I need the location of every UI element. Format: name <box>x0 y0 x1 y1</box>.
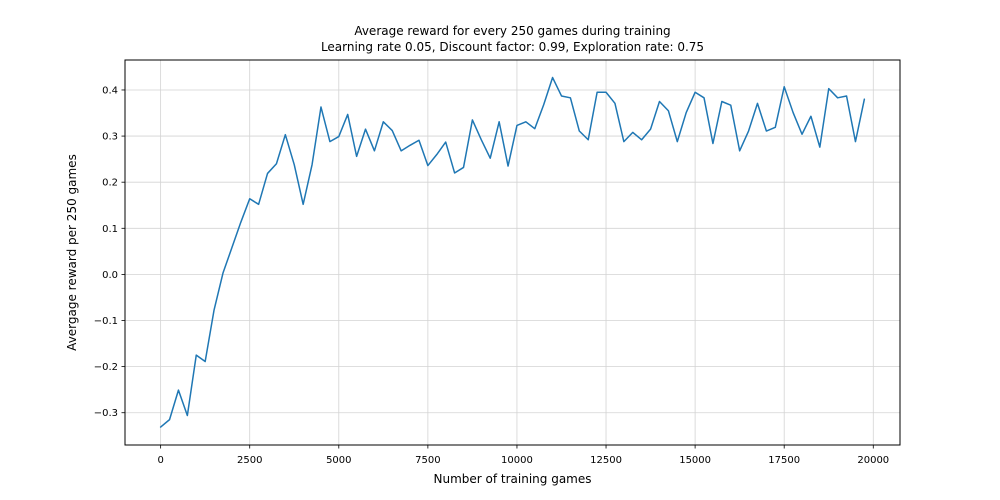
x-tick-label: 15000 <box>679 455 711 466</box>
x-tick-label: 2500 <box>237 455 262 466</box>
y-tick-label: −0.3 <box>94 408 118 419</box>
x-tick-label: 7500 <box>415 455 440 466</box>
chart-title-line1: Average reward for every 250 games durin… <box>354 24 670 38</box>
x-tick-label: 10000 <box>501 455 533 466</box>
chart-title-line2: Learning rate 0.05, Discount factor: 0.9… <box>321 40 704 54</box>
series-line <box>159 76 866 428</box>
x-axis-label: Number of training games <box>434 472 592 486</box>
y-tick-label: 0.2 <box>102 178 118 189</box>
x-tick-label: 5000 <box>326 455 351 466</box>
x-tick-label: 12500 <box>590 455 622 466</box>
y-tick-label: 0.4 <box>102 85 118 96</box>
x-tick-label: 0 <box>157 455 163 466</box>
x-tick-label: 17500 <box>768 455 800 466</box>
ticks: 0 2500 5000 7500 10000 12500 15000 17500 20000 −0… <box>94 85 889 466</box>
axes-frame <box>124 59 901 446</box>
y-axis-label: Avergage reward per 250 games <box>65 154 79 351</box>
x-tick-label: 20000 <box>857 455 889 466</box>
y-tick-label: −0.1 <box>94 316 118 327</box>
y-tick-label: 0.3 <box>102 132 118 143</box>
grid <box>125 60 900 445</box>
y-tick-label: −0.2 <box>94 362 118 373</box>
y-tick-label: 0.1 <box>102 224 118 235</box>
y-tick-label: 0.0 <box>102 270 118 281</box>
plot-area <box>159 76 866 428</box>
